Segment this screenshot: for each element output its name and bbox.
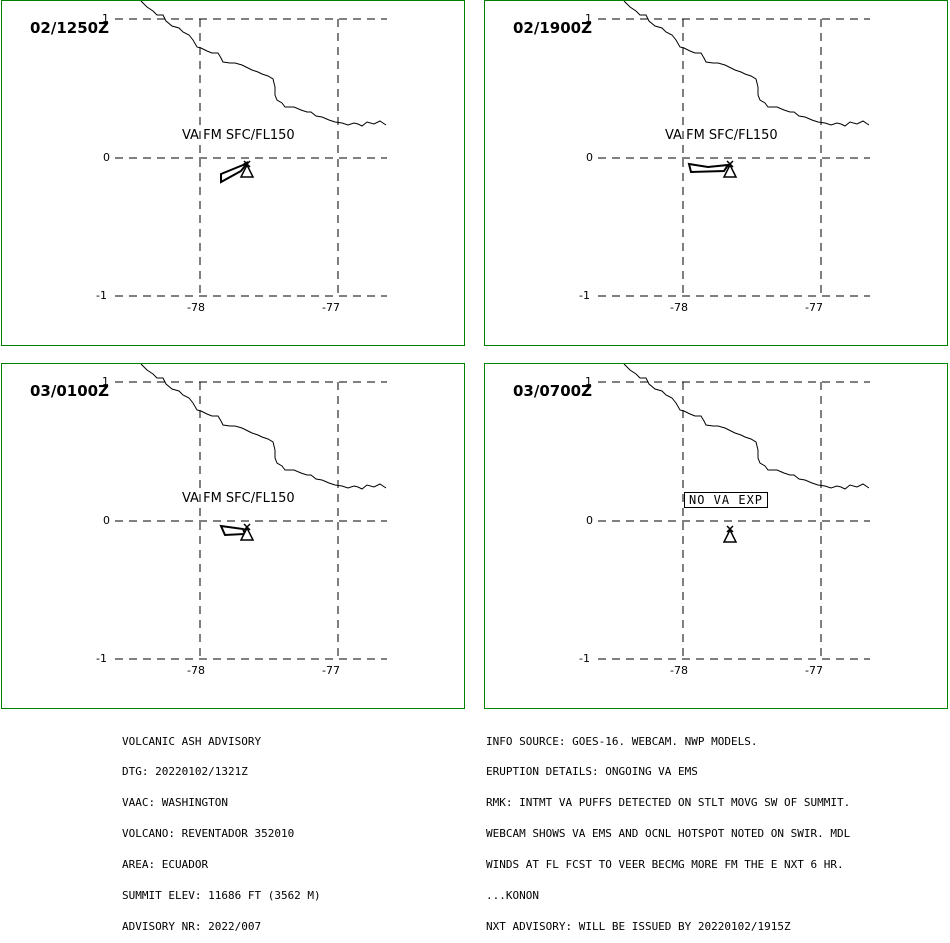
volcano-icon xyxy=(239,160,255,178)
forecast-time-label: 03/0700Z xyxy=(513,382,592,400)
advisory-line: ...KONON xyxy=(486,889,539,903)
ash-layer-label: VA FM SFC/FL150 xyxy=(665,128,778,143)
lon-tick-78: -78 xyxy=(187,664,205,677)
forecast-time-label: 02/1900Z xyxy=(513,19,592,37)
coastline xyxy=(623,364,870,490)
forecast-panel-2: 02/1900Z VA FM SFC/FL150 1 0 -1 -78 -77 xyxy=(484,0,948,346)
advisory-line: VOLCANO: REVENTADOR 352010 xyxy=(122,827,295,841)
map-canvas xyxy=(598,1,870,297)
lat-tick-1: 1 xyxy=(102,12,109,25)
map-canvas xyxy=(115,364,387,660)
ash-cloud-polygon xyxy=(687,162,731,174)
lon-tick-77: -77 xyxy=(322,664,340,677)
advisory-line: SUMMIT ELEV: 11686 FT (3562 M) xyxy=(122,889,321,903)
map-canvas xyxy=(598,364,870,660)
lon-tick-77: -77 xyxy=(805,301,823,314)
lon-tick-77: -77 xyxy=(805,664,823,677)
advisory-line: RMK: INTMT VA PUFFS DETECTED ON STLT MOV… xyxy=(486,796,851,810)
advisory-line: WINDS AT FL FCST TO VEER BECMG MORE FM T… xyxy=(486,858,844,872)
lon-tick-78: -78 xyxy=(670,664,688,677)
coastline xyxy=(140,1,387,127)
volcano-triangle xyxy=(239,526,255,541)
lat-tick-0: 0 xyxy=(103,514,110,527)
volcano-icon xyxy=(722,160,738,178)
advisory-line: ERUPTION DETAILS: ONGOING VA EMS xyxy=(486,765,698,779)
lon-tick-78: -78 xyxy=(670,301,688,314)
advisory-line: ADVISORY NR: 2022/007 xyxy=(122,919,262,933)
advisory-line: DTG: 20220102/1321Z xyxy=(122,765,248,779)
forecast-panel-4: 03/0700Z NO VA EXP 1 0 -1 -78 -77 xyxy=(484,363,948,709)
forecast-panel-3: 03/0100Z VA FM SFC/FL150 1 0 -1 -78 -77 xyxy=(1,363,465,709)
lat-tick-0: 0 xyxy=(103,151,110,164)
map-canvas xyxy=(115,1,387,297)
volcano-triangle xyxy=(722,163,738,178)
lat-tick-neg1: -1 xyxy=(579,289,590,302)
forecast-time-label: 02/1250Z xyxy=(30,19,109,37)
advisory-line: VOLCANIC ASH ADVISORY xyxy=(122,734,262,748)
advisory-line: AREA: ECUADOR xyxy=(122,858,209,872)
advisory-line: NXT ADVISORY: WILL BE ISSUED BY 20220102… xyxy=(486,919,791,933)
advisory-header-block: VOLCANIC ASH ADVISORY DTG: 20220102/1321… xyxy=(122,716,321,943)
volcano-icon xyxy=(239,523,255,541)
forecast-time-label: 03/0100Z xyxy=(30,382,109,400)
coastline xyxy=(140,364,387,490)
advisory-line: WEBCAM SHOWS VA EMS AND OCNL HOTSPOT NOT… xyxy=(486,827,851,841)
lat-tick-0: 0 xyxy=(586,151,593,164)
volcano-mark xyxy=(243,160,251,168)
lon-tick-77: -77 xyxy=(322,301,340,314)
lat-tick-neg1: -1 xyxy=(96,652,107,665)
coastline xyxy=(623,1,870,127)
lat-tick-neg1: -1 xyxy=(96,289,107,302)
volcano-icon xyxy=(722,525,738,543)
volcano-mark xyxy=(726,160,734,168)
advisory-details-block: INFO SOURCE: GOES-16. WEBCAM. NWP MODELS… xyxy=(486,716,850,943)
lat-tick-1: 1 xyxy=(102,375,109,388)
volcano-mark xyxy=(726,525,734,533)
advisory-line: VAAC: WASHINGTON xyxy=(122,796,228,810)
lon-tick-78: -78 xyxy=(187,301,205,314)
lat-tick-0: 0 xyxy=(586,514,593,527)
ash-layer-label: VA FM SFC/FL150 xyxy=(182,491,295,506)
advisory-line: INFO SOURCE: GOES-16. WEBCAM. NWP MODELS… xyxy=(486,734,758,748)
lat-tick-1: 1 xyxy=(585,375,592,388)
forecast-panel-1: 02/1250Z VA FM SFC/FL150 1 0 -1 -78 -77 xyxy=(1,0,465,346)
lat-tick-1: 1 xyxy=(585,12,592,25)
lat-tick-neg1: -1 xyxy=(579,652,590,665)
ash-cloud-polygon xyxy=(219,524,247,537)
volcano-triangle xyxy=(239,163,255,178)
volcano-mark xyxy=(243,523,251,531)
volcano-triangle xyxy=(722,528,738,543)
ash-layer-label: VA FM SFC/FL150 xyxy=(182,128,295,143)
no-ash-expected-label: NO VA EXP xyxy=(684,492,769,508)
